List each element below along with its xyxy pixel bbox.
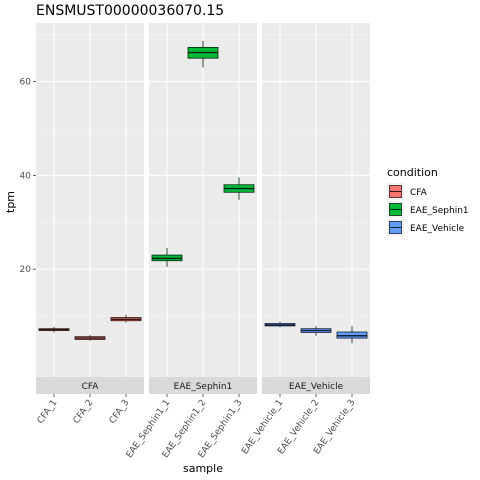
facet-strip-label: EAE_Vehicle xyxy=(289,382,344,392)
x-tick-label: CFA_2 xyxy=(72,398,96,426)
x-tick-label: CFA_3 xyxy=(108,398,132,426)
y-tick-label: 20 xyxy=(20,265,32,275)
chart-title: ENSMUST00000036070.15 xyxy=(36,3,224,19)
y-tick-label: 40 xyxy=(20,171,32,181)
facet-strip xyxy=(149,377,257,394)
facet-strip-label: CFA xyxy=(82,382,100,392)
legend-label: CFA xyxy=(410,188,428,198)
legend-label: EAE_Sephin1 xyxy=(410,206,469,216)
legend: condition CFA EAE_Sephin1 EAE_Vehicle xyxy=(387,166,469,236)
y-axis: 20 40 60 xyxy=(20,78,36,275)
y-axis-title: tpm xyxy=(4,191,17,213)
x-tick-label: CFA_1 xyxy=(36,398,60,426)
y-tick-label: 60 xyxy=(20,78,32,88)
facet-panels: CFA_1 CFA_2 CFA_3CFAEAE_Sephin1_1EAE_Sephi… xyxy=(36,23,370,460)
legend-label: EAE_Vehicle xyxy=(410,224,465,234)
legend-title: condition xyxy=(387,166,438,179)
facet-strip xyxy=(262,377,370,394)
facet-strip xyxy=(36,377,144,394)
facet-strip-label: EAE_Sephin1 xyxy=(174,382,233,392)
box-EAE_Vehicle_3 xyxy=(336,331,368,339)
x-axis-title: sample xyxy=(183,462,223,475)
